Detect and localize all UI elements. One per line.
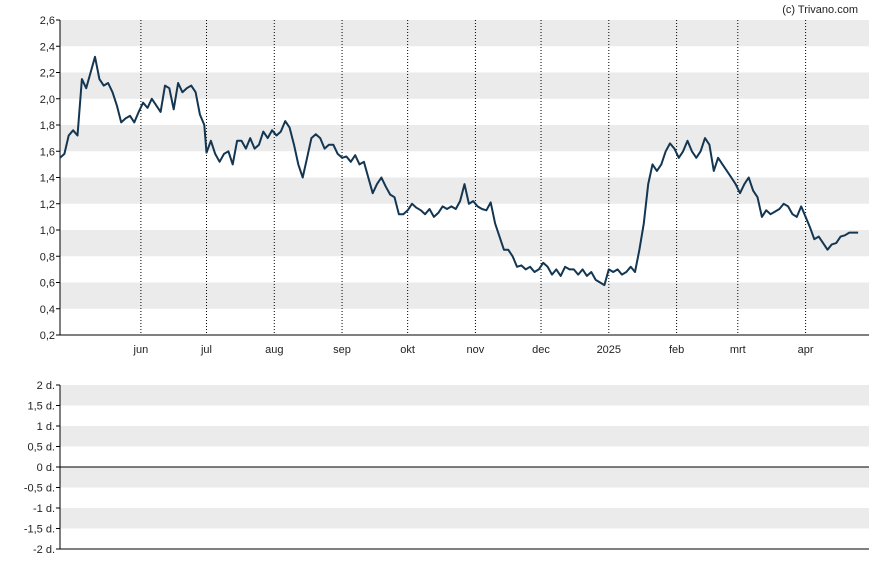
x-tick-label: nov [467,344,485,356]
price-grid-band [60,20,869,47]
y-tick-label: 1,0 [40,225,55,237]
x-tick-label: sep [333,344,351,356]
volume-y-tick-label: 1 d. [37,421,55,433]
x-tick-label: feb [669,344,684,356]
price-grid-band [60,72,869,99]
volume-y-tick-label: -0,5 d. [24,483,55,495]
x-tick-label: jun [133,344,149,356]
volume-grid-band [60,508,869,529]
price-grid-band [60,125,869,152]
x-tick-label: dec [532,344,550,356]
x-tick-label: apr [798,344,814,356]
y-tick-label: 1,4 [40,173,55,185]
x-tick-label: okt [400,344,415,356]
price-panel: jun jul aug sep okt nov dec 2025 feb mrt apr 0,2 0,4… [40,15,869,356]
y-tick-label: 2,6 [40,15,55,27]
price-series-line [59,55,859,287]
volume-y-tick-label: 0 d. [37,462,55,474]
x-tick-label: aug [265,344,283,356]
y-tick-label: 2,4 [40,41,55,53]
y-tick-label: 0,4 [40,304,55,316]
volume-grid-band [60,426,869,447]
y-tick-label: 2,2 [40,68,55,80]
y-tick-label: 0,2 [40,330,55,342]
y-tick-label: 1,8 [40,120,55,132]
volume-grid-band [60,385,869,406]
y-tick-label: 2,0 [40,94,55,106]
y-tick-label: 0,8 [40,251,55,263]
price-grid-band [60,230,869,257]
price-grid-band [60,282,869,309]
volume-panel: 2 d. 1,5 d. 1 d. 0,5 d. 0 d. -0,5 d. -1 d. -1,5… [24,380,869,556]
y-tick-label: 1,2 [40,199,55,211]
volume-y-tick-label: -1,5 d. [24,524,55,536]
volume-y-tick-label: -2 d. [33,544,55,556]
x-tick-label: jul [200,344,212,356]
x-tick-label: mrt [730,344,746,356]
y-tick-label: 1,6 [40,146,55,158]
copyright-text: (c) Trivano.com [782,4,858,16]
price-grid-band [60,177,869,204]
volume-y-tick-label: 0,5 d. [27,442,55,454]
volume-y-tick-label: -1 d. [33,503,55,515]
x-tick-label: 2025 [597,344,621,356]
volume-grid-band [60,467,869,488]
volume-y-tick-label: 1,5 d. [27,401,55,413]
y-tick-label: 0,6 [40,278,55,290]
volume-y-tick-label: 2 d. [37,380,55,392]
